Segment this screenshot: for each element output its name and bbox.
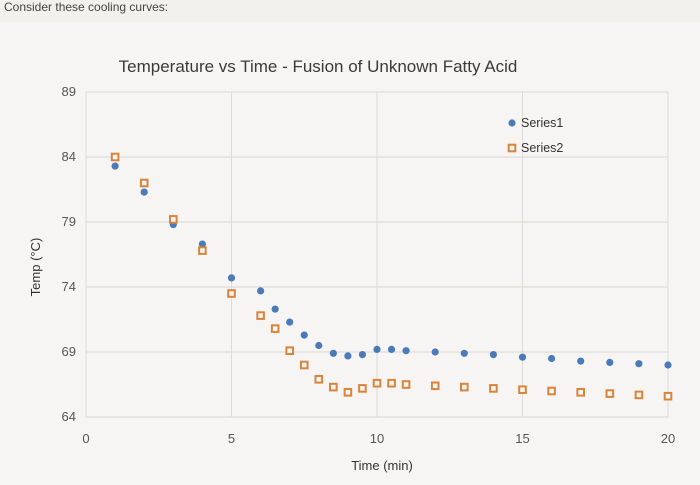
y-tick-label: 79 — [62, 214, 76, 229]
y-tick-labels: 89 84 79 74 69 64 — [62, 84, 76, 424]
series-1 — [111, 162, 672, 369]
y-tick-label: 74 — [62, 279, 76, 294]
legend-label: Series2 — [521, 141, 563, 155]
data-point-square — [110, 152, 120, 162]
data-point-square — [314, 375, 324, 384]
data-point-circle — [606, 358, 614, 366]
series-2 — [110, 152, 673, 401]
data-point-square — [634, 390, 644, 400]
data-point-square — [285, 346, 294, 355]
grid-lines — [85, 91, 669, 418]
data-point-circle — [387, 345, 396, 353]
x-tick-label: 5 — [228, 431, 235, 446]
data-point-circle — [489, 351, 497, 359]
cooling-curve-chart: Temperature vs Time - Fusion of Unknown … — [28, 57, 675, 473]
data-point-square — [358, 384, 367, 393]
data-point-circle — [431, 348, 439, 356]
data-point-square — [387, 378, 396, 388]
chart-area: Temperature vs Time - Fusion of Unknown … — [0, 22, 700, 485]
data-point-circle — [227, 274, 236, 282]
data-point-square — [663, 391, 673, 401]
data-point-circle — [257, 287, 265, 295]
y-axis-label: Temp (°C) — [28, 238, 43, 297]
x-tick-label: 10 — [370, 431, 384, 446]
data-point-square — [227, 289, 236, 298]
prompt-text: Consider these cooling curves: — [4, 0, 169, 14]
data-point-circle — [300, 331, 308, 339]
data-point-circle — [664, 361, 672, 369]
x-tick-label: 20 — [661, 431, 675, 446]
data-point-square — [256, 311, 265, 320]
y-tick-label: 64 — [62, 409, 76, 424]
data-point-circle — [315, 341, 323, 350]
y-tick-label: 84 — [62, 149, 76, 164]
data-point-circle — [358, 351, 367, 359]
chart-title: Temperature vs Time - Fusion of Unknown … — [119, 57, 518, 76]
legend-item: Series2 — [507, 141, 563, 155]
legend-marker-square — [507, 143, 517, 153]
data-point-square — [329, 382, 338, 392]
data-point-square — [343, 388, 353, 397]
data-point-circle — [111, 162, 119, 170]
data-point-square — [169, 215, 178, 224]
data-point-square — [518, 385, 527, 394]
data-point-circle — [402, 347, 410, 355]
legend-item: Series1 — [508, 116, 563, 130]
data-point-square — [605, 389, 615, 398]
data-point-square — [460, 382, 469, 392]
data-point-square — [576, 388, 586, 397]
y-tick-label: 69 — [62, 344, 76, 359]
data-point-circle — [548, 354, 556, 363]
data-point-circle — [373, 345, 381, 353]
data-point-square — [299, 360, 309, 370]
legend-label: Series1 — [521, 116, 563, 130]
data-point-circle — [344, 352, 352, 360]
y-tick-label: 89 — [62, 84, 76, 99]
data-point-circle — [329, 349, 337, 357]
data-point-square — [139, 178, 149, 188]
data-point-circle — [286, 318, 294, 326]
data-point-square — [401, 380, 411, 389]
data-point-square — [489, 384, 498, 393]
data-point-circle — [198, 240, 206, 248]
data-point-square — [430, 381, 440, 391]
data-point-circle — [577, 357, 585, 365]
data-point-circle — [140, 188, 148, 196]
x-tick-labels: 0 5 10 15 20 — [82, 431, 675, 446]
data-point-circle — [460, 349, 468, 357]
data-point-circle — [518, 353, 527, 361]
data-point-circle — [271, 305, 279, 313]
legend-marker-circle — [508, 119, 516, 127]
data-point-circle — [635, 360, 643, 368]
x-tick-label: 0 — [82, 431, 89, 446]
series-markers — [110, 152, 673, 401]
data-point-square — [372, 378, 382, 388]
data-point-square — [270, 324, 280, 333]
x-axis-label: Time (min) — [351, 458, 413, 473]
x-tick-label: 15 — [515, 431, 529, 446]
data-point-square — [547, 386, 556, 396]
data-point-square — [198, 246, 207, 255]
legend: Series1 Series2 — [507, 116, 563, 155]
